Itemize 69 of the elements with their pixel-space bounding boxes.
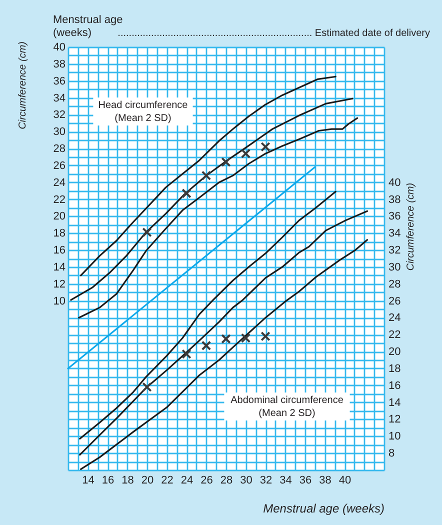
line-series xyxy=(70,98,354,301)
x-tick-label: 14 xyxy=(82,474,94,486)
x-tick-label: 38 xyxy=(319,474,332,486)
point xyxy=(182,188,192,198)
point xyxy=(182,349,192,359)
y2-tick-label: 8 xyxy=(388,448,395,460)
point xyxy=(201,170,212,180)
point xyxy=(260,142,270,152)
y-tick-label: 16 xyxy=(53,244,66,257)
y-tick-label: 30 xyxy=(53,126,66,138)
point xyxy=(240,148,251,158)
y-tick-label: 14 xyxy=(53,261,66,274)
y2-tick-label: 32 xyxy=(388,244,401,257)
y-tick-label: 18 xyxy=(53,228,66,240)
annotation: Abdominal circumference (Mean 2 SD) xyxy=(230,395,344,419)
x-tick-label: 22 xyxy=(161,474,174,486)
point xyxy=(260,331,270,342)
x-tick-label: 32 xyxy=(260,474,272,486)
y-tick-label: 10 xyxy=(53,295,66,308)
x-tick-label: 26 xyxy=(200,474,213,486)
y2-tick-label: 40 xyxy=(388,176,401,189)
y-tick-label: 36 xyxy=(53,75,66,88)
point xyxy=(240,333,251,343)
y2-tick-label: 16 xyxy=(388,380,401,392)
x-tick-label: 34 xyxy=(280,474,292,486)
line-series xyxy=(80,239,368,470)
y-tick-label: 34 xyxy=(53,92,66,104)
y2-tick-label: 28 xyxy=(388,278,401,290)
y-axis-title: Circumference (cm) xyxy=(18,42,28,130)
y-tick-label: 40 xyxy=(53,42,66,54)
x-tick-label: 20 xyxy=(141,474,154,486)
text: ...................................................................... Estimated date of delivery xyxy=(118,28,430,39)
y2-tick-label: 12 xyxy=(388,414,401,426)
y2-tick-label: 26 xyxy=(388,295,401,308)
x-tick-label: 28 xyxy=(220,474,233,486)
x-tick-label: 16 xyxy=(102,474,114,486)
y2-tick-label: 14 xyxy=(388,396,401,409)
y-tick-label: 24 xyxy=(53,176,66,189)
point xyxy=(221,334,231,344)
x-axis-title: Menstrual age (weeks) xyxy=(263,502,384,516)
y-tick-label: 26 xyxy=(53,160,66,172)
x-tick-label: 36 xyxy=(299,474,312,486)
y2-tick-label: 30 xyxy=(388,261,401,274)
y2-tick-label: 10 xyxy=(388,430,401,443)
point xyxy=(201,340,212,351)
x-tick-label: 30 xyxy=(240,474,252,486)
y-tick-label: 20 xyxy=(53,210,66,223)
y-tick-label: 38 xyxy=(53,58,66,70)
y-tick-label: 22 xyxy=(53,194,66,206)
y2-tick-label: 20 xyxy=(388,346,401,358)
y2-tick-label: 38 xyxy=(388,194,401,206)
point xyxy=(142,227,152,238)
y-tick-label: 12 xyxy=(53,278,66,290)
x-tick-label: 24 xyxy=(180,474,194,486)
y-tick-label: 28 xyxy=(53,143,66,156)
y2-tick-label: 36 xyxy=(388,210,401,223)
point xyxy=(142,382,152,392)
y2-axis-title: Circumference (cm) xyxy=(406,182,416,271)
line-series xyxy=(79,210,368,456)
x-tick-label: 40 xyxy=(338,474,352,486)
y2-tick-label: 34 xyxy=(388,228,401,240)
x-tick-label: 18 xyxy=(122,474,134,486)
y2-tick-label: 18 xyxy=(388,362,401,375)
annotation: Head circumference (Mean 2 SD) xyxy=(98,100,188,124)
y2-tick-label: 24 xyxy=(388,312,401,324)
point xyxy=(221,157,231,167)
line-series xyxy=(80,76,336,276)
y2-tick-label: 22 xyxy=(388,329,401,342)
y-tick-label: 32 xyxy=(53,109,66,122)
